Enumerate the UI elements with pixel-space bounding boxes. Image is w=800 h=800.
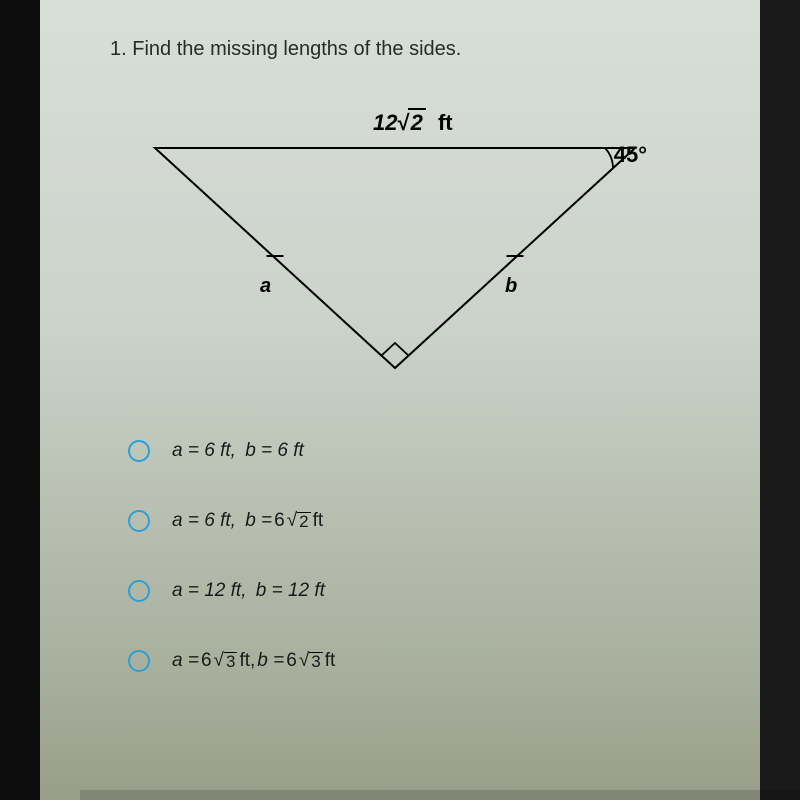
answer-option[interactable]: a = 63 ft, b = 63 ft [128, 650, 728, 672]
answer-text: a = 6 ft, b = 62 ft [172, 510, 323, 532]
question-page: 1. Find the missing lengths of the sides… [40, 0, 760, 800]
question-prompt: 1. Find the missing lengths of the sides… [110, 38, 461, 61]
triangle-diagram: 12 2 ft 45° a b [135, 110, 655, 390]
ans-b: b = 12 ft [256, 580, 325, 602]
ans-b-unit: ft [313, 510, 324, 532]
sqrt-icon: 3 [299, 650, 323, 672]
ans-a-rad: 3 [224, 652, 237, 670]
side-a-label: a [260, 275, 271, 298]
answer-option[interactable]: a = 6 ft, b = 62 ft [128, 510, 728, 532]
radio-icon[interactable] [128, 580, 150, 602]
question-text: Find the missing lengths of the sides. [132, 38, 461, 60]
side-b-label: b [505, 275, 517, 298]
sqrt-icon: 2 [287, 510, 311, 532]
ans-b-rad: 3 [309, 652, 322, 670]
sqrt-icon: 2 [397, 110, 425, 136]
right-angle-icon [381, 343, 409, 356]
angle-label: 45° [614, 142, 647, 168]
ans-a: a = 6 ft, [172, 510, 236, 532]
ans-b-rad: 2 [297, 512, 310, 530]
ans-mid: ft, [239, 650, 255, 672]
right-border [760, 0, 800, 800]
hyp-radicand: 2 [408, 108, 426, 135]
left-border [0, 0, 40, 800]
ans-b: b = 6 ft [245, 440, 304, 462]
ans-b-unit: ft [325, 650, 336, 672]
ans-b-coef: 6 [274, 510, 285, 532]
triangle-svg [135, 110, 655, 390]
ans-a-coef: 6 [201, 650, 212, 672]
radio-icon[interactable] [128, 440, 150, 462]
answer-text: a = 63 ft, b = 63 ft [172, 650, 335, 672]
hyp-unit: ft [438, 110, 453, 135]
tick-a [267, 248, 284, 265]
radio-icon[interactable] [128, 650, 150, 672]
ans-a: a = 12 ft, [172, 580, 246, 602]
ans-a-prefix: a = [172, 650, 199, 672]
radio-icon[interactable] [128, 510, 150, 532]
answer-option[interactable]: a = 12 ft, b = 12 ft [128, 580, 728, 602]
answer-list: a = 6 ft, b = 6 ft a = 6 ft, b = 62 ft a… [128, 440, 728, 672]
bottom-shadow [80, 790, 800, 800]
triangle-shape [155, 148, 635, 368]
answer-option[interactable]: a = 6 ft, b = 6 ft [128, 440, 728, 462]
ans-b-prefix: b = [245, 510, 272, 532]
answer-text: a = 12 ft, b = 12 ft [172, 580, 325, 602]
sqrt-icon: 3 [214, 650, 238, 672]
hypotenuse-label: 12 2 ft [373, 110, 453, 136]
answer-text: a = 6 ft, b = 6 ft [172, 440, 304, 462]
question-number: 1. [110, 38, 127, 60]
ans-a: a = 6 ft, [172, 440, 236, 462]
ans-b-prefix: b = [257, 650, 284, 672]
angle-arc [605, 148, 613, 168]
tick-b [507, 248, 524, 265]
hyp-coef: 12 [373, 110, 397, 135]
ans-b-coef: 6 [286, 650, 297, 672]
